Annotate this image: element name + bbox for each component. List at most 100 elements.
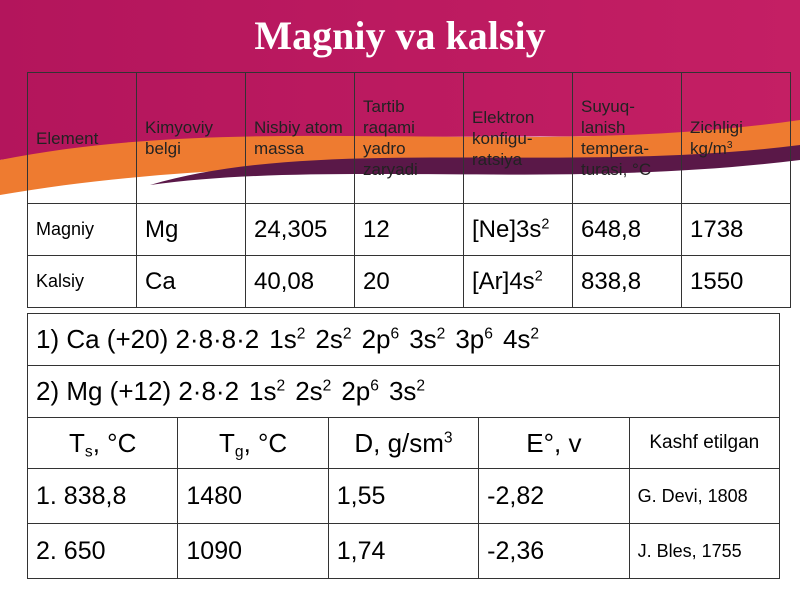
details-table: 1) Ca (+20) 2·8·8·2 1s2 2s2 2p6 3s2 3p6 4s2 2) … <box>26 313 781 579</box>
data-row: 1. 838,8 1480 1,55 -2,82 G. Devi, 1808 <box>26 468 781 524</box>
cell-text: Elektron konfigu-ratsiya <box>472 107 535 169</box>
base-text: 3s <box>409 324 437 354</box>
cell-text: 1,55 <box>336 481 386 510</box>
rest-text: , °C <box>92 427 137 458</box>
base-text: 1s <box>269 324 297 354</box>
orbital: 2p6 <box>362 324 400 354</box>
cell: 20 <box>354 255 464 308</box>
cell-text: Kimyoviy belgi <box>145 118 214 158</box>
cell-text: 24,305 <box>254 215 328 243</box>
cell: G. Devi, 1808 <box>628 468 781 524</box>
cell: [Ar]4s2 <box>463 255 573 308</box>
sup-text: 2 <box>276 377 286 395</box>
cell-text: 20 <box>363 267 390 295</box>
cell: 1. 838,8 <box>26 468 179 524</box>
cell: 1090 <box>177 523 329 579</box>
header-cell: Ts, °C <box>26 417 179 469</box>
cell: 1,74 <box>327 523 480 579</box>
orbital: 1s2 <box>269 324 305 354</box>
cell-text: Ca <box>145 267 176 295</box>
cell: -2,36 <box>478 523 630 579</box>
sub-text: g <box>234 443 244 461</box>
base-text: D, g/sm <box>354 427 444 458</box>
base-text: Zichligi kg/m <box>690 118 743 158</box>
cell-text: 1) Ca (+20) 2·8·8·2 <box>36 324 260 354</box>
cell-text: 648,8 <box>581 215 642 243</box>
cell: 1550 <box>681 255 791 308</box>
cell: -2,82 <box>478 468 630 524</box>
orbital: 3s2 <box>409 324 445 354</box>
cell-text: 1738 <box>690 215 744 243</box>
cell: 40,08 <box>245 255 355 308</box>
config-cell: 1) Ca (+20) 2·8·8·2 1s2 2s2 2p6 3s2 3p6 4s2 <box>27 313 780 366</box>
cell-text: E°, v <box>526 427 582 458</box>
cell: Magniy <box>27 203 137 256</box>
sup-text: 3 <box>726 139 733 151</box>
cell: 648,8 <box>572 203 682 256</box>
orbital: 3p6 <box>455 324 493 354</box>
header-cell: Zichligi kg/m3 <box>681 72 791 204</box>
sup-text: 6 <box>390 325 400 343</box>
cell-text: Suyuq-lanish tempera-turasi, °C <box>581 97 652 179</box>
header-row: Ts, °C Tg, °C D, g/sm3 E°, v Kashf etilgan <box>26 417 781 469</box>
cell: 838,8 <box>572 255 682 308</box>
sub-text: s <box>84 443 93 461</box>
cell-text: 1480 <box>186 481 243 510</box>
sup-text: 2 <box>534 267 543 284</box>
base-text: 1s <box>249 376 277 406</box>
sup-text: 2 <box>436 325 446 343</box>
config-row: 2) Mg (+12) 2·8·2 1s2 2s2 2p6 3s2 <box>27 365 780 418</box>
data-row: 2. 650 1090 1,74 -2,36 J. Bles, 1755 <box>26 523 781 579</box>
cell: 24,305 <box>245 203 355 256</box>
sup-text: 6 <box>370 377 379 395</box>
header-cell: Elektron konfigu-ratsiya <box>463 72 573 204</box>
sup-text: 2 <box>541 215 550 232</box>
cell-text: 1550 <box>690 267 744 295</box>
cell: 1480 <box>177 468 329 524</box>
properties-table: Element Kimyoviy belgi Nisbiy atom massa Ta… <box>27 72 791 308</box>
base-text: 2s <box>295 376 323 406</box>
cell-text: G. Devi, 1808 <box>637 485 748 506</box>
cell: 2. 650 <box>26 523 179 579</box>
orbital: 4s2 <box>503 324 539 354</box>
cell-text: 1090 <box>186 536 243 565</box>
cell-text: Kalsiy <box>36 271 85 291</box>
sup-text: 2 <box>322 377 332 395</box>
orbital: 1s2 <box>249 376 285 406</box>
header-cell: Kimyoviy belgi <box>136 72 246 204</box>
cell-text: 838,8 <box>581 267 642 295</box>
cell-text: Kashf etilgan <box>649 432 760 453</box>
cell-text: Element <box>36 128 99 148</box>
header-cell: Suyuq-lanish tempera-turasi, °C <box>572 72 682 204</box>
base-text: T <box>69 427 85 458</box>
base-text: 2p <box>361 324 391 354</box>
sup-text: 3 <box>443 429 453 447</box>
cell: 12 <box>354 203 464 256</box>
cell-text: Mg <box>145 215 179 243</box>
cell-text: -2,36 <box>487 536 545 565</box>
orbital: 2p6 <box>341 376 379 406</box>
base-text: [Ne]3s <box>472 215 542 243</box>
cell-text: 12 <box>363 215 390 243</box>
cell: Mg <box>136 203 246 256</box>
header-cell: D, g/sm3 <box>327 417 480 469</box>
cell-text: Nisbiy atom massa <box>254 118 343 158</box>
cell-text: 2. 650 <box>36 536 106 565</box>
cell-text: J. Bles, 1755 <box>637 540 742 561</box>
orbital: 2s2 <box>315 324 351 354</box>
config-row: 1) Ca (+20) 2·8·8·2 1s2 2s2 2p6 3s2 3p6 4s2 <box>27 313 780 366</box>
header-cell: Kashf etilgan <box>628 417 781 469</box>
config-cell: 2) Mg (+12) 2·8·2 1s2 2s2 2p6 3s2 <box>27 365 780 418</box>
header-cell: Tg, °C <box>177 417 329 469</box>
cell-text: 1. 838,8 <box>36 481 127 510</box>
sup-text: 6 <box>484 325 493 343</box>
base-text: 2p <box>341 376 371 406</box>
slide-title: Magniy va kalsiy <box>254 13 546 58</box>
base-text: T <box>218 427 235 458</box>
cell: 1,55 <box>327 468 480 524</box>
cell: J. Bles, 1755 <box>628 523 781 579</box>
orbital: 3s2 <box>389 376 425 406</box>
cell: 1738 <box>681 203 791 256</box>
cell: Ca <box>136 255 246 308</box>
